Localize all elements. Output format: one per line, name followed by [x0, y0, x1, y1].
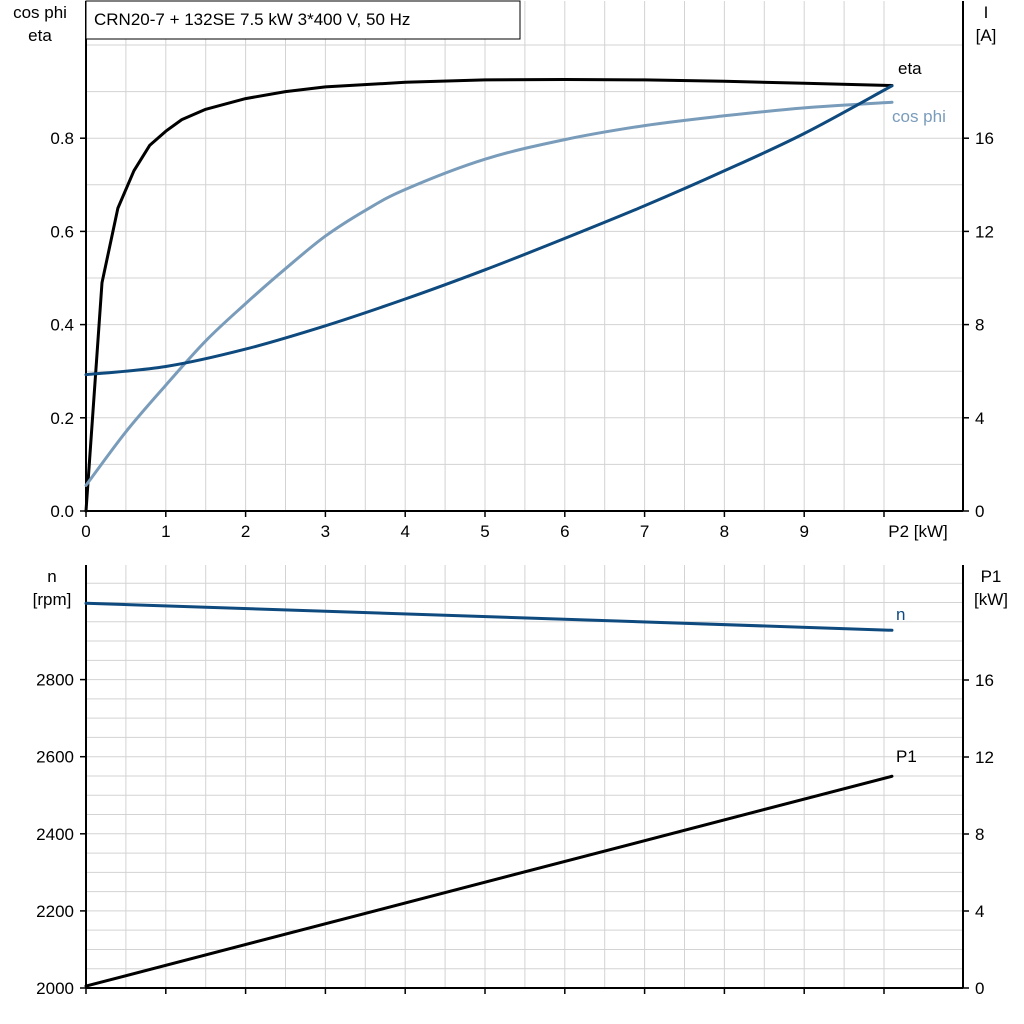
left-tick-label: 2600 [36, 748, 74, 767]
chart-title: CRN20-7 + 132SE 7.5 kW 3*400 V, 50 Hz [94, 10, 410, 29]
left-tick-label: 0.2 [50, 409, 74, 428]
left-tick-label: 2800 [36, 671, 74, 690]
right-axis-title: P1 [981, 567, 1002, 586]
x-tick-label: 3 [321, 522, 330, 541]
left-tick-label: 0.6 [50, 222, 74, 241]
left-tick-label: 2200 [36, 902, 74, 921]
right-tick-label: 4 [975, 902, 984, 921]
left-tick-label: 2000 [36, 979, 74, 998]
right-axis-title: I [984, 3, 989, 22]
series-label-eta: eta [898, 59, 922, 78]
right-tick-label: 16 [975, 129, 994, 148]
left-tick-label: 2400 [36, 825, 74, 844]
right-axis-title-line2: [A] [976, 26, 997, 45]
series-line-eta [84, 78, 894, 513]
x-tick-label: 6 [560, 522, 569, 541]
left-axis-title-line2: eta [28, 26, 52, 45]
right-tick-label: 0 [975, 979, 984, 998]
series-line-cos-phi [84, 100, 894, 487]
right-tick-label: 12 [975, 748, 994, 767]
right-tick-label: 8 [975, 825, 984, 844]
x-tick-label: 2 [241, 522, 250, 541]
series-line-p1 [84, 774, 894, 988]
series-label-n: n [896, 605, 905, 624]
x-tick-label: 7 [640, 522, 649, 541]
x-tick-label: 8 [720, 522, 729, 541]
left-axis-title-line2: [rpm] [33, 590, 72, 609]
x-tick-label: 5 [480, 522, 489, 541]
left-tick-label: 0.4 [50, 316, 74, 335]
left-axis-title: cos phi [13, 3, 67, 22]
series-line-n [84, 601, 894, 632]
series-line-i [84, 84, 894, 377]
series-label-p1: P1 [896, 747, 917, 766]
right-axis-title-line2: [kW] [974, 590, 1008, 609]
right-tick-label: 0 [975, 502, 984, 521]
right-tick-label: 16 [975, 671, 994, 690]
x-tick-label: 9 [799, 522, 808, 541]
left-tick-label: 0.0 [50, 502, 74, 521]
right-tick-label: 12 [975, 222, 994, 241]
x-tick-label: 1 [161, 522, 170, 541]
right-tick-label: 4 [975, 409, 984, 428]
title-box [85, 0, 521, 40]
left-tick-label: 0.8 [50, 129, 74, 148]
x-tick-label: 4 [400, 522, 409, 541]
left-axis-title: n [47, 567, 56, 586]
x-axis-label: P2 [kW] [888, 522, 948, 541]
right-tick-label: 8 [975, 316, 984, 335]
series-label-cos-phi: cos phi [892, 107, 946, 126]
x-tick-label: 0 [81, 522, 90, 541]
